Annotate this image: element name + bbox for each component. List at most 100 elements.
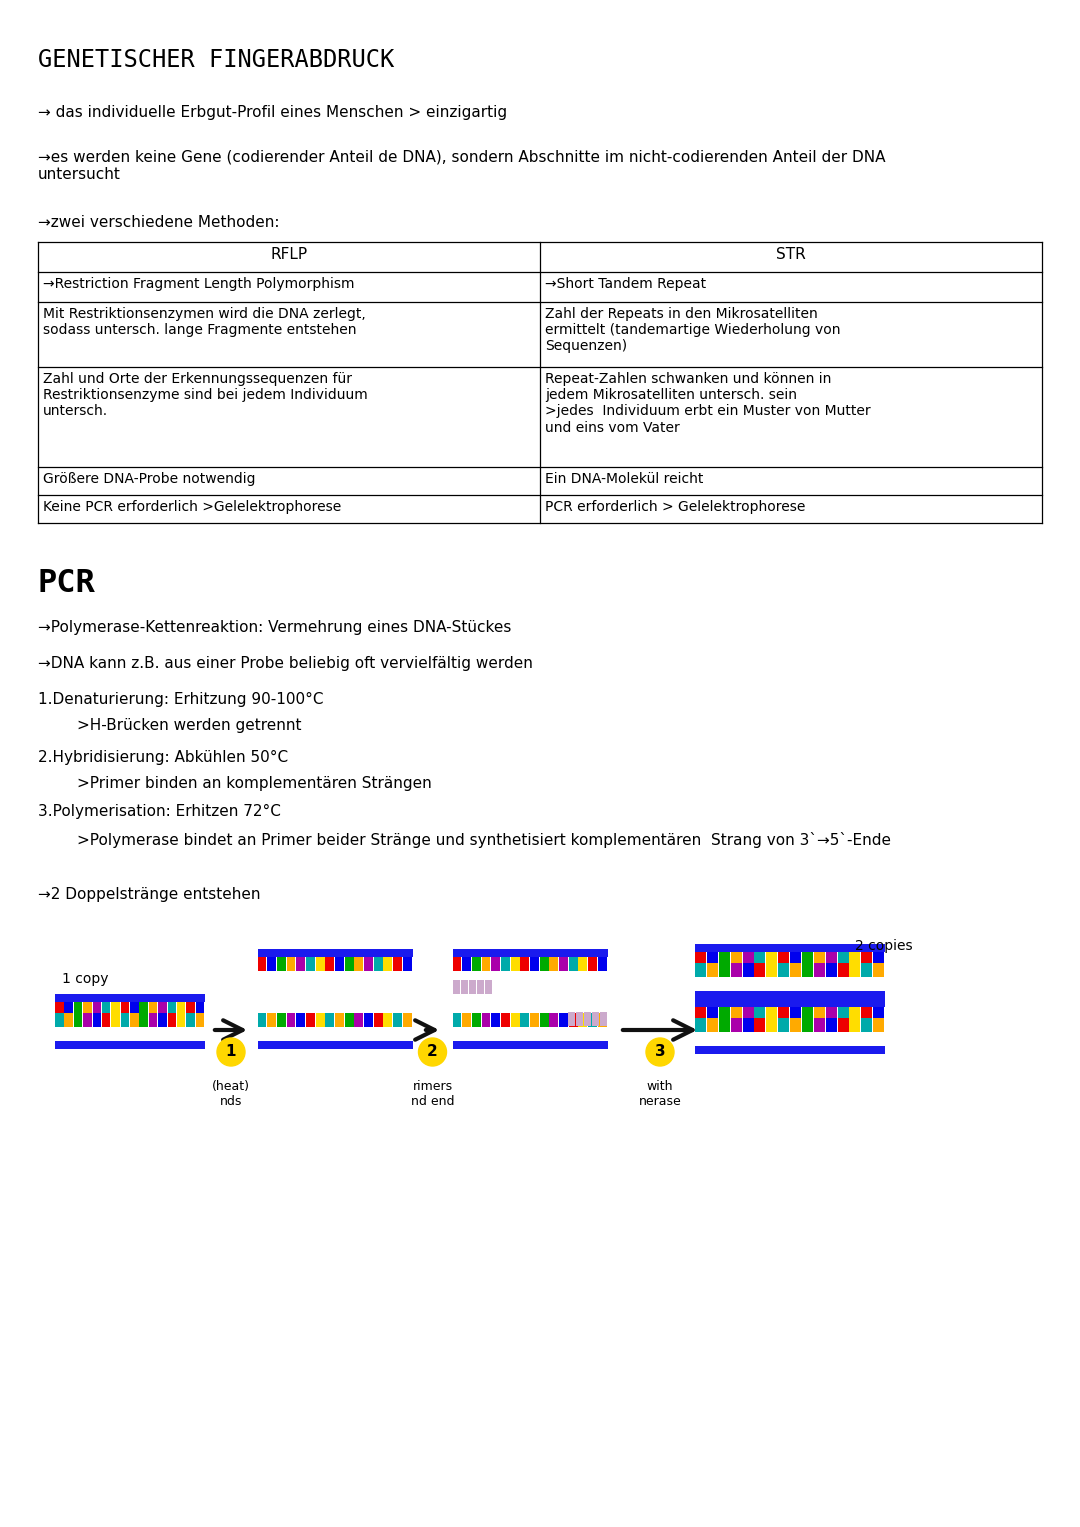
Bar	[789, 951, 801, 967]
Bar	[482, 957, 490, 971]
Bar	[383, 957, 392, 971]
Bar	[743, 1006, 754, 1022]
Bar	[462, 957, 471, 971]
Bar	[139, 1012, 148, 1028]
Bar	[789, 1019, 801, 1032]
Bar	[345, 1012, 353, 1028]
Text: Zahl und Orte der Erkennungssequenzen für
Restriktionsenzyme sind bei jedem Indi: Zahl und Orte der Erkennungssequenzen fü…	[43, 373, 368, 418]
Bar	[696, 951, 706, 967]
Bar	[296, 1012, 306, 1028]
Bar	[55, 1012, 64, 1028]
Bar	[65, 1002, 73, 1015]
Bar	[849, 1019, 861, 1032]
Text: →2 Doppelstränge entstehen: →2 Doppelstränge entstehen	[38, 887, 260, 902]
Bar	[335, 957, 343, 971]
Bar	[813, 951, 825, 967]
Bar	[861, 1006, 873, 1022]
Bar	[521, 1012, 529, 1028]
Text: PCR erforderlich > Gelelektrophorese: PCR erforderlich > Gelelektrophorese	[545, 499, 806, 515]
Bar	[453, 948, 607, 957]
Bar	[121, 1002, 130, 1015]
Bar	[754, 1019, 766, 1032]
Bar	[501, 957, 510, 971]
Bar	[550, 1012, 558, 1028]
Bar	[472, 1012, 481, 1028]
Bar	[374, 1012, 382, 1028]
Bar	[393, 957, 402, 971]
Bar	[186, 1012, 194, 1028]
Bar	[837, 1019, 849, 1032]
Bar	[453, 957, 461, 971]
Bar	[569, 957, 578, 971]
Bar	[754, 951, 766, 967]
Text: Repeat-Zahlen schwanken und können in
jedem Mikrosatelliten untersch. sein
>jede: Repeat-Zahlen schwanken und können in je…	[545, 373, 870, 435]
Text: →Short Tandem Repeat: →Short Tandem Repeat	[545, 276, 706, 292]
Text: 2 copies: 2 copies	[855, 939, 913, 953]
Bar	[149, 1012, 158, 1028]
Text: Keine PCR erforderlich >Gelelektrophorese: Keine PCR erforderlich >Gelelektrophores…	[43, 499, 341, 515]
Bar	[754, 1006, 766, 1022]
Text: with
nerase: with nerase	[638, 1080, 681, 1109]
Bar	[837, 964, 849, 977]
Bar	[257, 948, 413, 957]
Bar	[83, 1002, 92, 1015]
Bar	[167, 1002, 176, 1015]
Bar	[861, 951, 873, 967]
Text: >Primer binden an komplementären Strängen: >Primer binden an komplementären Stränge…	[38, 776, 432, 791]
Bar	[567, 1012, 575, 1026]
Bar	[121, 1012, 130, 1028]
Bar	[837, 1006, 849, 1022]
Bar	[837, 951, 849, 967]
Bar	[335, 1012, 343, 1028]
Bar	[130, 1012, 138, 1028]
Text: →DNA kann z.B. aus einer Probe beliebig oft vervielfältig werden: →DNA kann z.B. aus einer Probe beliebig …	[38, 657, 532, 670]
Text: →zwei verschiedene Methoden:: →zwei verschiedene Methoden:	[38, 215, 280, 231]
Bar	[511, 957, 519, 971]
Bar	[801, 964, 813, 977]
Bar	[696, 944, 885, 951]
Bar	[873, 951, 885, 967]
Bar	[801, 951, 813, 967]
Bar	[364, 957, 373, 971]
Bar	[825, 1006, 837, 1022]
Bar	[521, 957, 529, 971]
Bar	[766, 1019, 778, 1032]
Bar	[743, 951, 754, 967]
Bar	[491, 1012, 500, 1028]
Bar	[315, 957, 324, 971]
Bar	[813, 1019, 825, 1032]
Bar	[296, 957, 306, 971]
Bar	[696, 964, 706, 977]
Bar	[579, 957, 588, 971]
Bar	[849, 1006, 861, 1022]
Bar	[403, 1012, 411, 1028]
Text: → das individuelle Erbgut-Profil eines Menschen > einzigartig: → das individuelle Erbgut-Profil eines M…	[38, 105, 508, 121]
Bar	[139, 1002, 148, 1015]
Bar	[696, 1019, 706, 1032]
Bar	[849, 951, 861, 967]
Bar	[257, 1012, 267, 1028]
Bar	[55, 994, 205, 1002]
Text: GENETISCHER FINGERABDRUCK: GENETISCHER FINGERABDRUCK	[38, 47, 394, 72]
Bar	[743, 964, 754, 977]
Text: RFLP: RFLP	[270, 247, 308, 263]
Bar	[73, 1012, 82, 1028]
Bar	[789, 1006, 801, 1022]
Bar	[530, 957, 539, 971]
Bar	[583, 1012, 591, 1026]
Text: 1 copy: 1 copy	[62, 973, 108, 986]
Bar	[589, 957, 597, 971]
Bar	[550, 957, 558, 971]
Bar	[707, 964, 718, 977]
Bar	[111, 1002, 120, 1015]
Text: Mit Restriktionsenzymen wird die DNA zerlegt,
sodass untersch. lange Fragmente e: Mit Restriktionsenzymen wird die DNA zer…	[43, 307, 366, 337]
Bar	[186, 1002, 194, 1015]
Text: 3.Polymerisation: Erhitzen 72°C: 3.Polymerisation: Erhitzen 72°C	[38, 805, 281, 818]
Bar	[731, 951, 742, 967]
Bar	[579, 1012, 588, 1028]
Bar	[177, 1012, 186, 1028]
Bar	[731, 964, 742, 977]
Text: Größere DNA-Probe notwendig: Größere DNA-Probe notwendig	[43, 472, 256, 486]
Bar	[861, 964, 873, 977]
Bar	[453, 1012, 461, 1028]
